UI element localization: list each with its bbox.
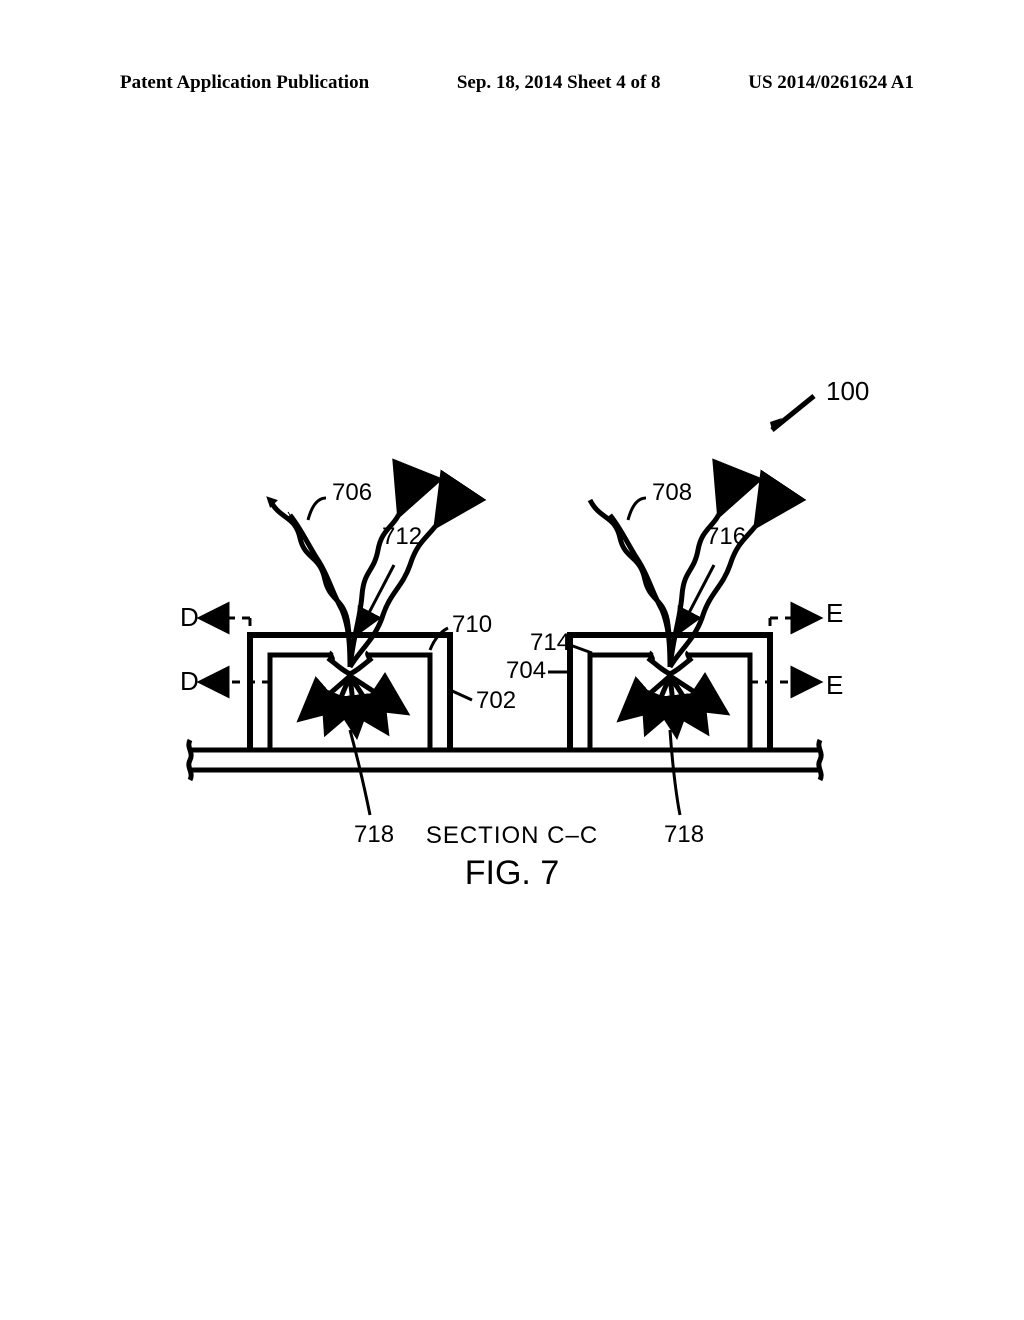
dir-e-lower: E bbox=[826, 670, 843, 700]
header-pub-number: US 2014/0261624 A1 bbox=[748, 72, 914, 94]
assembly-leader bbox=[770, 396, 814, 430]
dir-d-upper: D bbox=[180, 602, 199, 632]
label-712: 712 bbox=[382, 523, 422, 550]
section-label: SECTION C–C bbox=[0, 822, 1024, 850]
page-header: Patent Application Publication Sep. 18, … bbox=[0, 72, 1024, 94]
dir-e-upper: E bbox=[826, 598, 843, 628]
label-100: 100 bbox=[826, 376, 869, 406]
labels: 100 D D E E 706 712 708 716 710 714 702 … bbox=[180, 376, 869, 848]
label-704: 704 bbox=[506, 657, 546, 684]
right-internal-arrows bbox=[624, 676, 722, 730]
substrate bbox=[189, 740, 821, 780]
label-706: 706 bbox=[332, 479, 372, 506]
label-714: 714 bbox=[530, 629, 570, 656]
figure-caption: SECTION C–C FIG. 7 bbox=[0, 822, 1024, 893]
left-internal-arrows bbox=[304, 676, 402, 730]
label-710: 710 bbox=[452, 611, 492, 638]
fig-label: FIG. 7 bbox=[0, 854, 1024, 893]
header-date-sheet: Sep. 18, 2014 Sheet 4 of 8 bbox=[457, 72, 661, 94]
dir-d-lower: D bbox=[180, 666, 199, 696]
label-702: 702 bbox=[476, 687, 516, 714]
header-publication: Patent Application Publication bbox=[120, 72, 369, 94]
label-708: 708 bbox=[652, 479, 692, 506]
label-716: 716 bbox=[706, 523, 746, 550]
